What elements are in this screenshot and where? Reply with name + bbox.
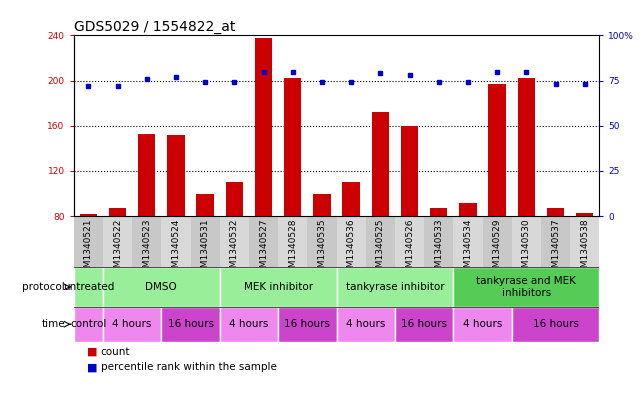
Text: protocol: protocol [22, 282, 65, 292]
Bar [132, 216, 162, 267]
Bar [337, 216, 366, 267]
Text: GSM1340528: GSM1340528 [288, 219, 297, 279]
Text: 4 hours: 4 hours [346, 319, 385, 329]
Bar [220, 267, 337, 307]
Bar [395, 307, 453, 342]
Bar [512, 216, 541, 267]
Bar [430, 208, 447, 216]
Text: GSM1340524: GSM1340524 [171, 219, 180, 279]
Bar [74, 307, 103, 342]
Bar [313, 193, 331, 216]
Text: control: control [70, 319, 106, 329]
Text: GSM1340530: GSM1340530 [522, 219, 531, 279]
Text: ■: ■ [87, 347, 97, 357]
Text: 16 hours: 16 hours [401, 319, 447, 329]
Bar [576, 213, 594, 216]
Text: GSM1340537: GSM1340537 [551, 219, 560, 279]
Text: GSM1340521: GSM1340521 [84, 219, 93, 279]
Bar [190, 216, 220, 267]
Text: 16 hours: 16 hours [167, 319, 213, 329]
Text: percentile rank within the sample: percentile rank within the sample [101, 362, 276, 373]
Bar [162, 307, 220, 342]
Bar [337, 307, 395, 342]
Bar [453, 307, 512, 342]
Text: time: time [41, 319, 65, 329]
Bar [79, 214, 97, 216]
Text: 4 hours: 4 hours [463, 319, 502, 329]
Text: GSM1340531: GSM1340531 [201, 219, 210, 279]
Bar [395, 216, 424, 267]
Bar [254, 38, 272, 216]
Text: GSM1340538: GSM1340538 [580, 219, 589, 279]
Text: GSM1340526: GSM1340526 [405, 219, 414, 279]
Bar [424, 216, 453, 267]
Bar [249, 216, 278, 267]
Bar [220, 216, 249, 267]
Bar [307, 216, 337, 267]
Bar [284, 78, 301, 216]
Text: 16 hours: 16 hours [533, 319, 579, 329]
Bar [103, 307, 162, 342]
Bar [517, 78, 535, 216]
Text: GSM1340523: GSM1340523 [142, 219, 151, 279]
Bar [342, 182, 360, 216]
Text: GSM1340532: GSM1340532 [230, 219, 239, 279]
Bar [109, 208, 126, 216]
Bar [453, 216, 483, 267]
Text: 4 hours: 4 hours [112, 319, 152, 329]
Text: ■: ■ [87, 362, 97, 373]
Bar [512, 307, 599, 342]
Bar [220, 307, 278, 342]
Text: tankyrase and MEK
inhibitors: tankyrase and MEK inhibitors [476, 276, 576, 298]
Text: GSM1340534: GSM1340534 [463, 219, 472, 279]
Text: GSM1340529: GSM1340529 [493, 219, 502, 279]
Text: tankyrase inhibitor: tankyrase inhibitor [345, 282, 444, 292]
Bar [74, 267, 103, 307]
Bar [138, 134, 156, 216]
Bar [541, 216, 570, 267]
Text: GSM1340536: GSM1340536 [347, 219, 356, 279]
Bar [459, 203, 477, 216]
Text: MEK inhibitor: MEK inhibitor [244, 282, 313, 292]
Bar [103, 267, 220, 307]
Text: GSM1340535: GSM1340535 [317, 219, 326, 279]
Bar [167, 135, 185, 216]
Text: GSM1340522: GSM1340522 [113, 219, 122, 279]
Text: GDS5029 / 1554822_at: GDS5029 / 1554822_at [74, 20, 235, 34]
Bar [278, 216, 307, 267]
Bar [366, 216, 395, 267]
Bar [570, 216, 599, 267]
Text: 16 hours: 16 hours [285, 319, 330, 329]
Bar [483, 216, 512, 267]
Bar [372, 112, 389, 216]
Bar [337, 267, 453, 307]
Text: count: count [101, 347, 130, 357]
Bar [547, 208, 564, 216]
Bar [401, 126, 419, 216]
Bar [226, 182, 243, 216]
Bar [196, 193, 214, 216]
Bar [162, 216, 190, 267]
Bar [74, 216, 103, 267]
Bar [103, 216, 132, 267]
Text: 4 hours: 4 hours [229, 319, 269, 329]
Bar [488, 84, 506, 216]
Text: GSM1340533: GSM1340533 [434, 219, 443, 279]
Text: GSM1340525: GSM1340525 [376, 219, 385, 279]
Text: GSM1340527: GSM1340527 [259, 219, 268, 279]
Text: DMSO: DMSO [146, 282, 177, 292]
Text: untreated: untreated [63, 282, 114, 292]
Bar [453, 267, 599, 307]
Bar [278, 307, 337, 342]
